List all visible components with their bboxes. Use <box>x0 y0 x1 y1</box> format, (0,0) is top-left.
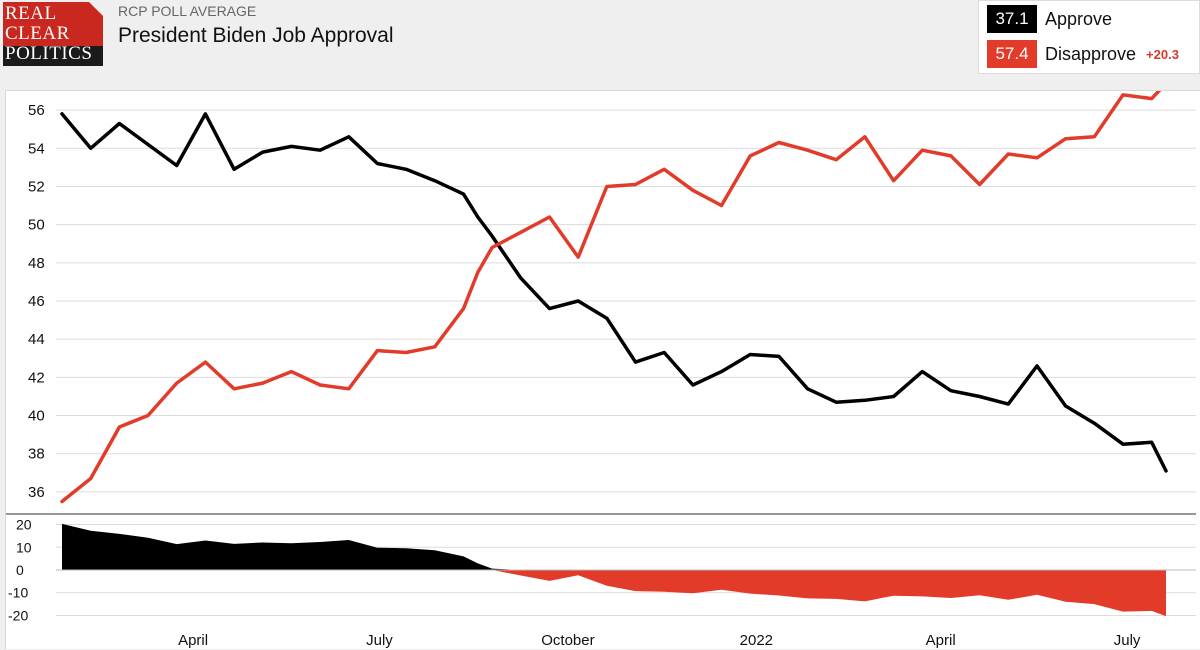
series-line-disapprove <box>60 91 1162 504</box>
x-tick-label-october: October <box>541 632 594 649</box>
approve-label: Approve <box>1045 8 1113 29</box>
chart-area[interactable]: 36 38 40 42 44 46 48 50 52 54 56 20 10 0 -10 -20 April Ju… <box>5 90 1200 649</box>
logo-bottom-bar <box>3 46 103 66</box>
y-tick-label-50: 50 <box>28 217 45 234</box>
spread-y-tick-label-10: 10 <box>16 539 32 555</box>
disapprove-value-badge: 57.4 <box>987 40 1037 68</box>
spread-area-approve <box>62 523 1166 570</box>
spread-y-tick-label-0: 0 <box>16 562 24 578</box>
chart-svg[interactable]: 36 38 40 42 44 46 48 50 52 54 56 20 10 0 -10 -20 April Ju… <box>6 91 1200 650</box>
logo-line-3: POLITICS <box>5 43 93 64</box>
x-tick-label-april: April <box>178 632 208 649</box>
spread-y-tick-label--10: -10 <box>8 585 28 601</box>
approve-value-badge: 37.1 <box>987 5 1037 33</box>
spread-area-disapprove <box>62 570 1166 617</box>
logo-line-1: REAL <box>5 3 57 24</box>
legend: 37.1 Approve 57.4 Disapprove +20.3 <box>978 0 1200 74</box>
y-tick-label-54: 54 <box>28 140 45 157</box>
y-tick-label-44: 44 <box>28 331 45 348</box>
disapprove-label: Disapprove <box>1045 43 1137 64</box>
chart-subtitle: RCP POLL AVERAGE <box>118 3 257 19</box>
y-tick-label-42: 42 <box>28 369 45 386</box>
realclearpolitics-logo[interactable]: REAL CLEAR POLITICS <box>3 2 103 66</box>
y-tick-label-48: 48 <box>28 255 45 272</box>
logo-corner <box>89 2 103 16</box>
x-tick-label-july: July <box>1114 632 1141 649</box>
legend-row-approve: 37.1 Approve <box>987 5 1112 33</box>
y-tick-label-46: 46 <box>28 293 45 310</box>
spread-y-tick-label--20: -20 <box>8 607 28 623</box>
chart-title: President Biden Job Approval <box>118 24 394 47</box>
x-tick-label-2022: 2022 <box>740 632 773 649</box>
x-tick-label-july: July <box>366 632 393 649</box>
y-tick-label-36: 36 <box>28 484 45 501</box>
y-tick-label-38: 38 <box>28 446 45 463</box>
spread-value: +20.3 <box>1146 46 1179 62</box>
y-tick-label-40: 40 <box>28 408 45 425</box>
spread-y-tick-label-20: 20 <box>16 517 32 533</box>
y-tick-label-52: 52 <box>28 178 45 195</box>
y-tick-label-56: 56 <box>28 102 45 119</box>
logo-line-2: CLEAR <box>5 23 70 44</box>
legend-row-disapprove: 57.4 Disapprove +20.3 <box>987 40 1179 68</box>
series-line-approve <box>60 112 1168 473</box>
x-tick-label-april: April <box>926 632 956 649</box>
